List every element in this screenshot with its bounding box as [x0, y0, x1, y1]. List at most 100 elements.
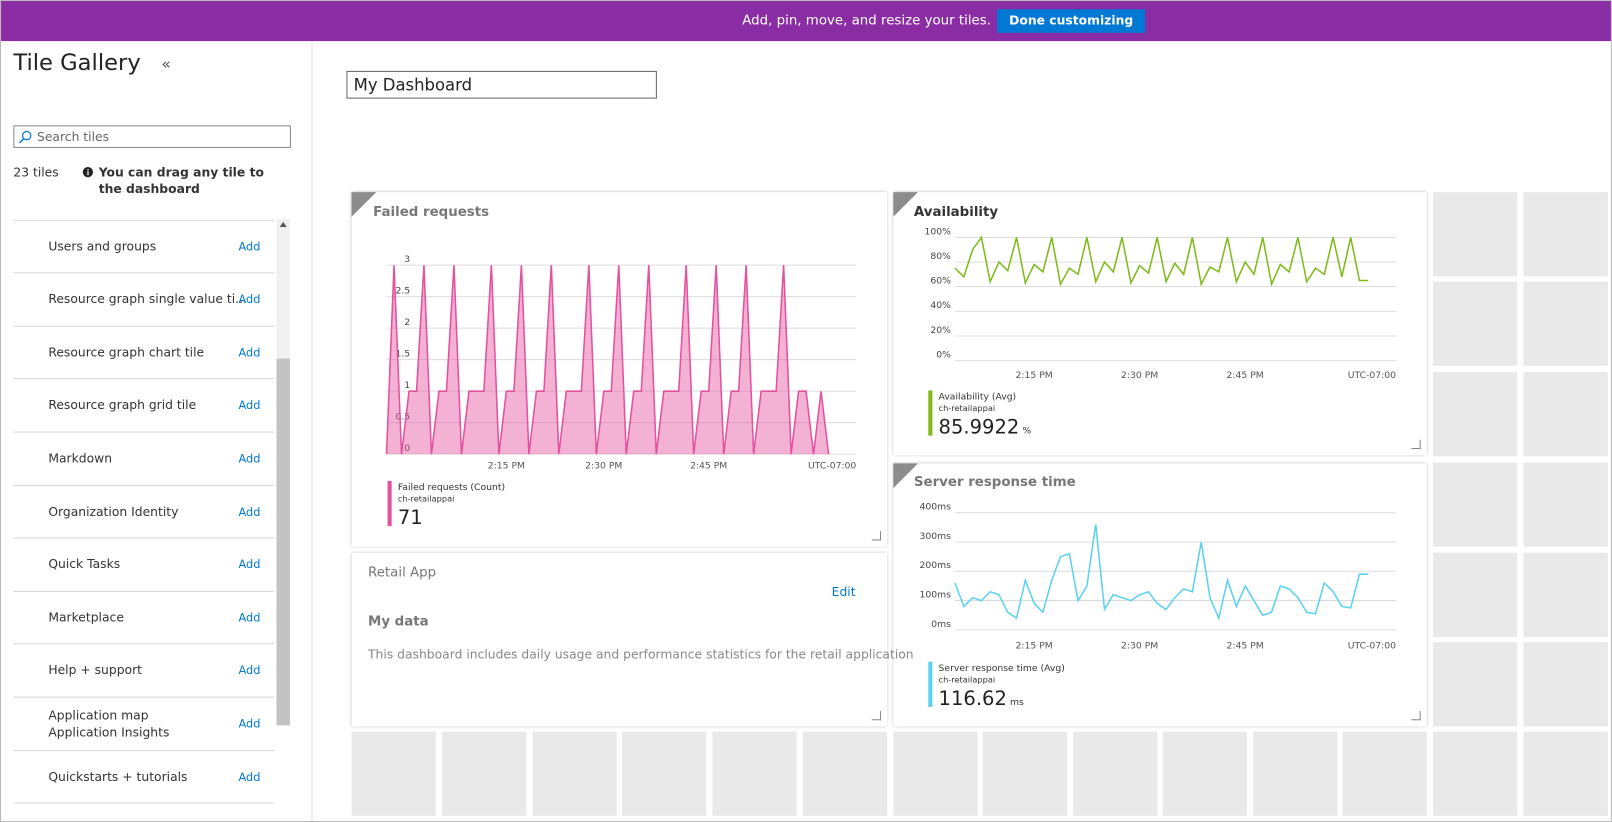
add-link[interactable]: Add: [238, 558, 260, 571]
add-link[interactable]: Add: [238, 611, 260, 624]
y-tick-label: 400ms: [919, 502, 951, 513]
scrollbar[interactable]: [277, 219, 290, 726]
add-link[interactable]: Add: [238, 505, 260, 518]
markdown-tile[interactable]: Retail App Edit My data This dashboard i…: [352, 553, 888, 727]
tile-title: Availability: [914, 204, 998, 219]
item-name: Users and groups: [48, 239, 156, 253]
tile-list-item[interactable]: Markdown Add: [13, 433, 274, 486]
tile-list-item[interactable]: Resource graph single value ti...Add: [13, 274, 274, 327]
y-tick-label: 100%: [924, 226, 951, 237]
timezone-label: UTC-07:00: [808, 461, 856, 472]
y-tick-label: 40%: [930, 300, 951, 311]
y-tick-label: 2.5: [395, 286, 410, 297]
add-link[interactable]: Add: [238, 770, 260, 783]
placeholder-tile: [1523, 372, 1607, 456]
y-tick-label: 3: [404, 254, 410, 265]
item-name: Help + support: [48, 663, 142, 677]
tile-list-item[interactable]: Quick Tasks Add: [13, 539, 274, 592]
add-link[interactable]: Add: [238, 717, 260, 730]
search-box[interactable]: Search tiles: [13, 125, 291, 148]
placeholder-tile: [1163, 732, 1247, 816]
tile-list-item[interactable]: Quickstarts + tutorials Add: [13, 751, 274, 804]
tile-title: Failed requests: [373, 204, 489, 219]
summary-value: 71: [398, 506, 423, 529]
tile-list-item[interactable]: Resource graph chart tileAdd: [13, 327, 274, 380]
tile-list-item[interactable]: Application map Application Insights Add: [13, 698, 274, 751]
placeholder-tile: [983, 732, 1067, 816]
resize-handle[interactable]: [872, 711, 881, 720]
add-link[interactable]: Add: [238, 240, 260, 253]
summary-value: 116.62: [939, 687, 1007, 710]
tile-list-item[interactable]: Users and groups Add: [13, 220, 274, 273]
placeholder-tile: [1433, 732, 1517, 816]
banner: Add, pin, move, and resize your tiles. D…: [1, 1, 1612, 41]
add-link[interactable]: Add: [238, 664, 260, 677]
legend-resource: ch-retailappai: [398, 493, 455, 503]
collapse-button[interactable]: «: [161, 54, 170, 72]
dashboard-name-input[interactable]: My Dashboard: [346, 71, 656, 99]
dashboard-name: My Dashboard: [354, 75, 472, 95]
chart-tile[interactable]: 0ms100ms200ms300ms400ms2:15 PM2:30 PM2:4…: [893, 463, 1427, 726]
summary-unit: %: [1022, 426, 1031, 437]
legend-resource: ch-retailappai: [939, 674, 996, 684]
resize-handle[interactable]: [872, 531, 881, 540]
add-link[interactable]: Add: [238, 346, 260, 359]
tile-title: Server response time: [914, 475, 1076, 490]
placeholder-tile: [1433, 192, 1517, 276]
add-link[interactable]: Add: [238, 399, 260, 412]
placeholder-tile: [1433, 372, 1517, 456]
add-link[interactable]: Add: [238, 293, 260, 306]
summary-unit: ms: [1010, 697, 1024, 708]
x-tick-label: 2:30 PM: [1121, 640, 1158, 651]
done-button[interactable]: Done customizing: [997, 9, 1145, 33]
placeholder-tile: [1343, 732, 1427, 816]
x-tick-label: 2:45 PM: [1227, 640, 1264, 651]
markdown-text: This dashboard includes daily usage and …: [368, 647, 914, 661]
tile-list-item[interactable]: Resource graph grid tileAdd: [13, 380, 274, 433]
tile-list-item[interactable]: Help + support Add: [13, 645, 274, 698]
timezone-label: UTC-07:00: [1348, 370, 1396, 381]
item-name: Markdown: [48, 451, 112, 465]
item-name: Application map: [48, 708, 148, 722]
resize-handle[interactable]: [1411, 711, 1420, 720]
markdown-heading: My data: [368, 614, 429, 629]
placeholder-tile: [1433, 282, 1517, 366]
placeholder-tile: [803, 732, 887, 816]
y-tick-label: 1: [404, 380, 410, 391]
placeholder-tile: [1523, 642, 1607, 726]
item-subtitle: Application Insights: [48, 725, 169, 739]
scroll-thumb[interactable]: [277, 359, 290, 726]
y-tick-label: 80%: [930, 251, 951, 262]
chart: 0ms100ms200ms300ms400ms2:15 PM2:30 PM2:4…: [893, 463, 1427, 726]
placeholder-tile: [712, 732, 796, 816]
y-tick-label: 20%: [930, 325, 951, 336]
placeholder-tile: [1523, 732, 1607, 816]
tile-list-item[interactable]: Organization IdentityAdd: [13, 486, 274, 539]
x-tick-label: 2:45 PM: [1227, 370, 1264, 381]
placeholder-tile: [1523, 282, 1607, 366]
item-name: Quickstarts + tutorials: [48, 769, 187, 783]
search-placeholder: Search tiles: [37, 129, 109, 143]
drag-hint: You can drag any tile to the dashboard: [99, 164, 284, 197]
chart: 00.511.522.532:15 PM2:30 PM2:45 PMUTC-07…: [352, 192, 888, 546]
placeholder-tile: [1523, 553, 1607, 637]
chart-tile[interactable]: 0%20%40%60%80%100%2:15 PM2:30 PM2:45 PMU…: [893, 192, 1427, 455]
resize-handle[interactable]: [1411, 440, 1420, 449]
legend-swatch: [928, 390, 932, 435]
tile-title: Retail App: [368, 565, 436, 580]
y-tick-label: 100ms: [919, 589, 951, 600]
y-tick-label: 0%: [936, 350, 951, 361]
y-tick-label: 200ms: [919, 560, 951, 571]
summary-value: 85.9922: [939, 416, 1020, 439]
edit-link[interactable]: Edit: [832, 585, 856, 599]
y-tick-label: 300ms: [919, 531, 951, 542]
tile-list: User Activity SummaryAddUsers and groups…: [1, 207, 277, 822]
add-link[interactable]: Add: [238, 452, 260, 465]
tile-list-item[interactable]: User Activity SummaryAdd: [13, 207, 274, 221]
placeholder-tile: [622, 732, 706, 816]
tile-list-item[interactable]: MarketplaceAdd: [13, 592, 274, 645]
banner-message: Add, pin, move, and resize your tiles.: [1, 13, 991, 28]
chart-tile[interactable]: 00.511.522.532:15 PM2:30 PM2:45 PMUTC-07…: [352, 192, 888, 546]
item-name: Quick Tasks: [48, 557, 120, 571]
